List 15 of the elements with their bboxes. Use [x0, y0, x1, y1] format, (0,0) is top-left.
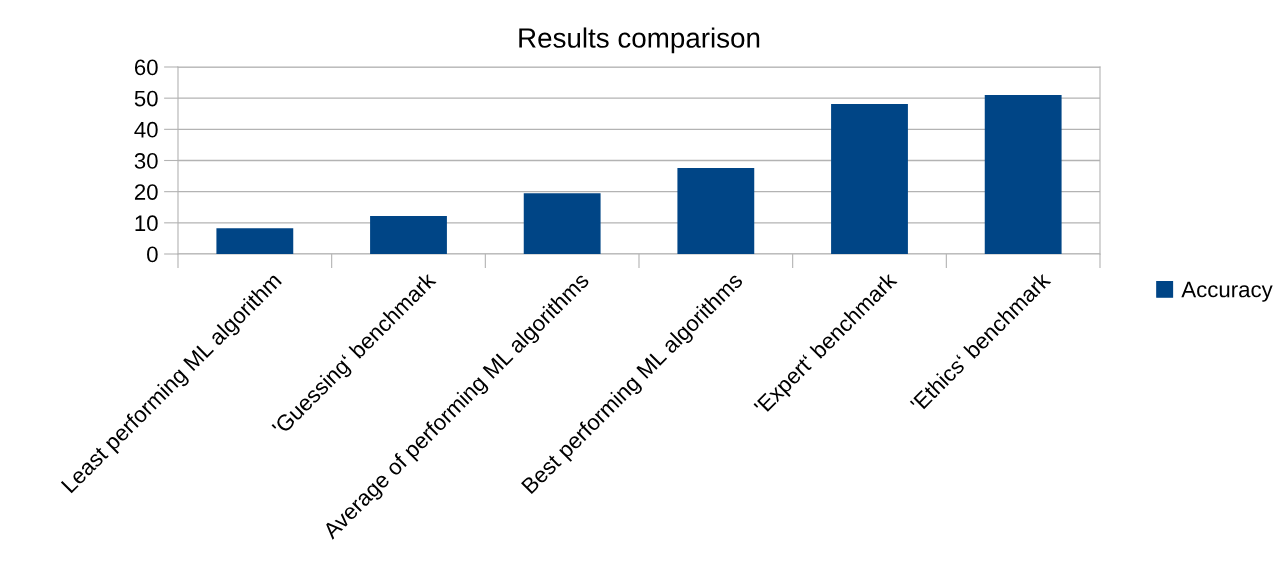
y-tick-label: 10: [135, 215, 158, 232]
y-tick-label: 50: [134, 90, 158, 107]
bar: [523, 193, 601, 254]
bar: [216, 228, 294, 254]
legend-label: Accuracy: [1181, 281, 1273, 302]
y-tick-label: 0: [147, 246, 158, 263]
bar: [370, 215, 447, 254]
bar: [831, 104, 908, 254]
y-tick-label: 30: [134, 153, 158, 169]
y-tick-label: 40: [134, 121, 158, 138]
bar: [677, 167, 755, 254]
bar: [984, 95, 1062, 254]
y-tick-label: 20: [134, 184, 158, 200]
y-tick-label: 60: [134, 59, 158, 76]
chart-title: Results comparison: [519, 27, 760, 54]
